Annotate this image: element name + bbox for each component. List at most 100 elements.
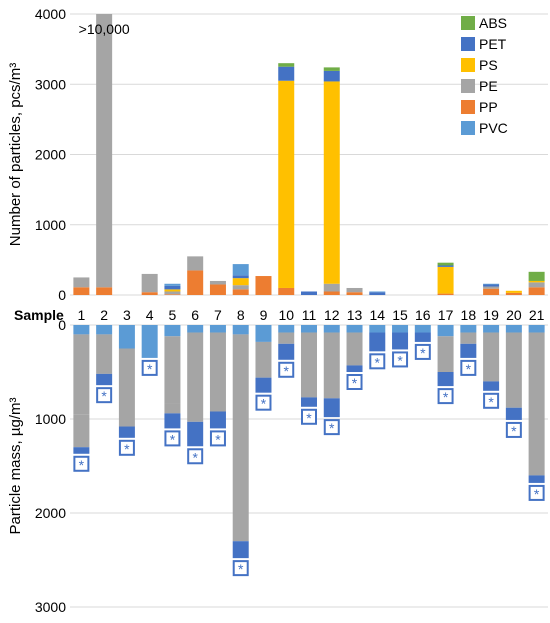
legend-swatch [461,58,475,72]
marker-symbol: * [238,561,244,577]
bar-segment [164,294,181,295]
bar-segment [346,332,363,366]
marker-symbol: * [124,441,130,457]
bar-segment [164,413,181,429]
bar-segment [323,332,340,399]
marker-box [437,388,454,405]
x-axis-title: Sample [14,307,64,323]
bar-segment [164,336,181,404]
bar-segment [437,372,454,387]
bar-segment [323,70,340,82]
marker-box [528,484,545,501]
marker-symbol: * [101,388,107,404]
marker-box [369,353,386,370]
y-tick-label: 1000 [35,217,66,233]
legend: ABS PET PS PE PP PVC [461,15,508,136]
marker-symbol: * [215,431,221,447]
marker-box [346,374,363,390]
bar-segment [505,332,522,408]
bar-segment [437,262,454,266]
x-tick-label: 4 [146,307,154,323]
bar-segment [528,287,545,295]
bar-segment [96,373,113,386]
x-tick-label: 17 [438,307,454,323]
bar-segment [346,325,363,333]
bar-segment [164,291,181,295]
bar-segment [164,289,181,292]
bar-segment [209,332,226,412]
marker-symbol: * [466,361,472,377]
bar-segment [209,325,226,333]
marker-symbol: * [397,352,403,368]
bar-segment [346,365,363,372]
legend-label: PS [479,57,498,73]
marker-symbol: * [170,431,176,447]
bar-segment [255,377,272,393]
marker-box [323,419,340,436]
marker-box [164,430,181,447]
marker-box [187,448,204,465]
bar-segment [483,288,500,295]
x-tick-label: 16 [415,307,431,323]
y-tick-label: 3000 [35,599,66,615]
bar-segment [164,403,181,414]
marker-symbol: * [488,394,494,410]
bar-segment [118,325,135,349]
marker-box [209,430,226,447]
marker-symbol: * [284,363,290,379]
bar-segment [73,277,90,288]
bar-segment [278,332,295,344]
bar-segment [187,325,204,333]
bar-segment [209,280,226,285]
bar-segment [437,265,454,267]
legend-label: ABS [479,15,507,31]
bar-segment [232,325,249,335]
bar-segment [118,348,135,427]
bar-segment [232,264,249,276]
bar-segment [369,325,386,333]
bottom-panel: Sample 1 2 3 4 5 6 7 8 9 10 11 12 13 14 15 16 17 18 19 20 210… [7,307,548,615]
marker-box [301,408,317,425]
marker-symbol: * [375,354,381,370]
y-tick-label: 1000 [35,411,66,427]
marker-box [505,421,522,438]
bar-segment [346,287,363,293]
bar-segment [483,325,500,333]
x-tick-label: 14 [369,307,385,323]
x-tick-label: 13 [347,307,363,323]
top-panel: 0 1000 2000 3000 4000 Number of particles, pc… [7,6,548,303]
bar-segment [437,293,454,295]
y-axis-title: Number of particles, pcs/m³ [7,63,24,246]
marker-symbol: * [306,410,312,426]
bar-segment [187,421,204,447]
overflow-annotation: >10,000 [79,21,130,37]
bar-segment [278,80,295,288]
bar-segment [73,414,90,448]
bar-segment [528,325,545,333]
bar-segment [118,426,135,438]
bar-segment [437,325,454,337]
x-tick-label: 6 [191,307,199,323]
bar-segment [164,285,181,290]
bar-segment [187,332,204,422]
bar-segment [483,381,500,391]
bar-segment [187,256,204,271]
bar-segment [483,283,500,285]
bar-segment [301,325,317,333]
bar-segment [164,283,181,286]
bar-segment [232,289,249,295]
marker-symbol: * [79,457,85,473]
x-tick-label: 9 [260,307,268,323]
bar-segment [392,332,409,350]
x-tick-label: 11 [302,307,317,323]
bar-segment [323,398,340,418]
y-tick-label: 0 [58,317,66,333]
marker-symbol: * [192,449,198,465]
bar-segment [96,334,113,374]
marker-box [232,560,249,577]
x-tick-label: 2 [100,307,108,323]
x-tick-label: 18 [461,307,477,323]
bar-segment [232,278,249,286]
bar-segment [483,332,500,382]
bar-segment [141,273,158,293]
